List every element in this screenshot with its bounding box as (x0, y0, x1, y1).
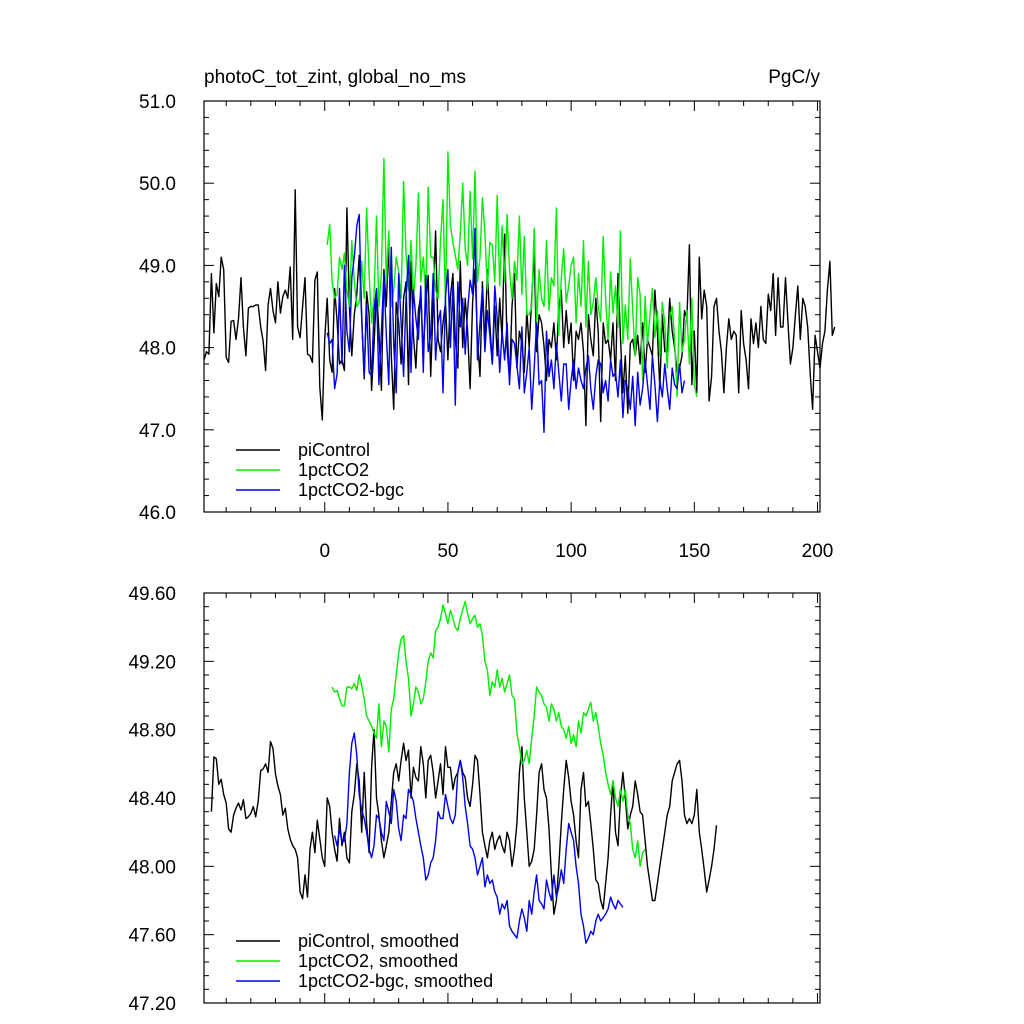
legend-label: 1pctCO2, smoothed (298, 951, 458, 971)
y-tick-label: 46.0 (139, 503, 176, 524)
series-line-1pctco2-bgc (326, 213, 686, 433)
x-tick-label: 50 (437, 541, 458, 562)
x-tick-label: 200 (802, 541, 834, 562)
series-line-1pctco2-smoothed (331, 600, 646, 867)
top-panel: 0 50 100 150 200 46.0 47.0 48.0 49.0 50.0 51.0 piCo… (139, 92, 836, 562)
x-tick-label: 150 (678, 541, 710, 562)
series-line-1pctco2 (326, 151, 698, 398)
y-tick-label: 48.80 (128, 721, 176, 742)
series-line-picontrol-smoothed (210, 729, 718, 915)
chart-title: photoC_tot_zint, global_no_ms (204, 67, 466, 88)
y-tick-label: 49.20 (128, 652, 176, 673)
x-tick-label: 0 (319, 541, 330, 562)
legend-label: 1pctCO2-bgc (298, 480, 404, 500)
y-tick-label: 48.00 (128, 857, 176, 878)
legend-label: 1pctCO2 (298, 460, 369, 480)
y-tick-label: 49.60 (128, 584, 176, 605)
y-tick-label: 48.40 (128, 789, 176, 810)
y-tick-label: 47.20 (128, 994, 176, 1015)
y-tick-label: 47.60 (128, 926, 176, 947)
chart-units: PgC/y (768, 67, 820, 88)
plot-frame (203, 592, 821, 1004)
y-tick-label: 50.0 (139, 174, 176, 195)
legend-label: piControl, smoothed (298, 931, 459, 951)
x-tick-label: 100 (555, 541, 587, 562)
y-tick-label: 51.0 (139, 92, 176, 113)
legend-label: 1pctCO2-bgc, smoothed (298, 971, 493, 991)
series-line-1pctco2-bgc-smoothed (333, 732, 624, 944)
y-tick-label: 49.0 (139, 256, 176, 277)
legend-label: piControl (298, 440, 370, 460)
bottom-panel: 47.20 47.60 48.00 48.40 48.80 49.20 49.60 piCon… (128, 584, 821, 1015)
y-tick-label: 48.0 (139, 339, 176, 360)
plot-frame (203, 100, 821, 513)
y-tick-label: 47.0 (139, 421, 176, 442)
series-line-picontrol (203, 189, 836, 427)
